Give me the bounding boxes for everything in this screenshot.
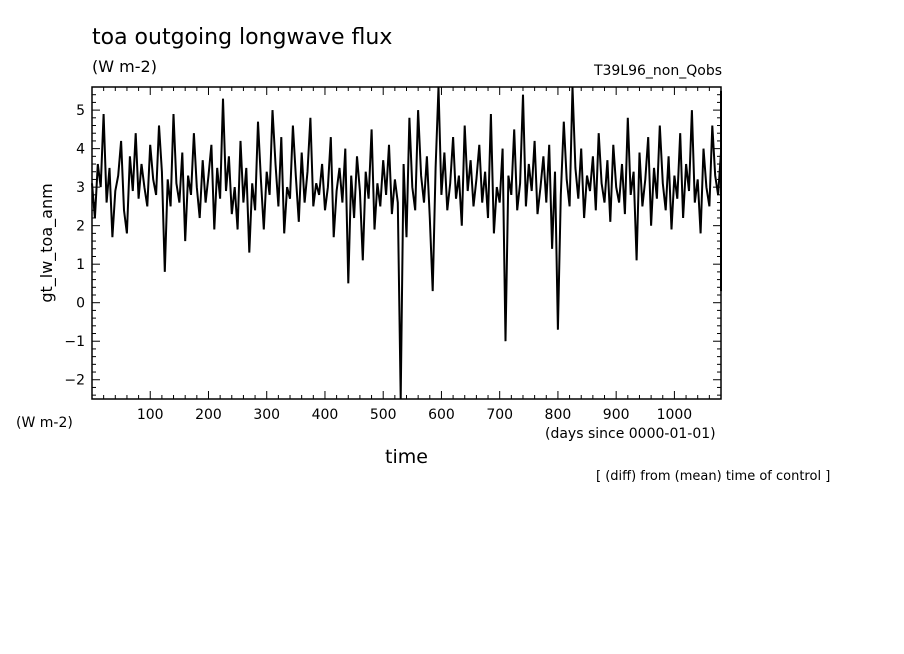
y-tick-label: 3 [76, 180, 85, 196]
x-tick-label: 1000 [657, 407, 693, 423]
tick-labels: 100 200 300 400 500 600 700 800 900 1000 −2 −1 0 1 2 3 4… [64, 103, 692, 423]
diff-note: [ (diff) from (mean) time of control ] [596, 469, 831, 484]
x-tick-label: 200 [195, 407, 222, 423]
x-tick-label: 300 [253, 407, 280, 423]
plot-frame [91, 86, 722, 400]
y-tick-label: −2 [64, 373, 85, 389]
x-tick-label: 700 [486, 407, 513, 423]
y-axis-units: (W m-2) [16, 415, 73, 431]
y-tick-label: −1 [64, 334, 85, 350]
x-tick-label: 400 [312, 407, 339, 423]
x-tick-label: 500 [370, 407, 397, 423]
x-tick-label: 600 [428, 407, 455, 423]
x-tick-label: 900 [603, 407, 630, 423]
run-label: T39L96_non_Qobs [593, 63, 722, 79]
chart-units: (W m-2) [92, 57, 157, 76]
x-axis-units: (days since 0000-01-01) [545, 426, 716, 442]
series-line [91, 86, 722, 400]
x-axis-label: time [385, 446, 428, 468]
y-tick-label: 2 [76, 219, 85, 235]
chart-title: toa outgoing longwave flux [92, 25, 393, 50]
y-tick-label: 0 [76, 296, 85, 312]
y-tick-label: 4 [76, 142, 85, 158]
x-tick-label: 800 [545, 407, 572, 423]
x-tick-label: 100 [137, 407, 164, 423]
y-tick-label: 5 [76, 103, 85, 119]
y-tick-label: 1 [76, 257, 85, 273]
